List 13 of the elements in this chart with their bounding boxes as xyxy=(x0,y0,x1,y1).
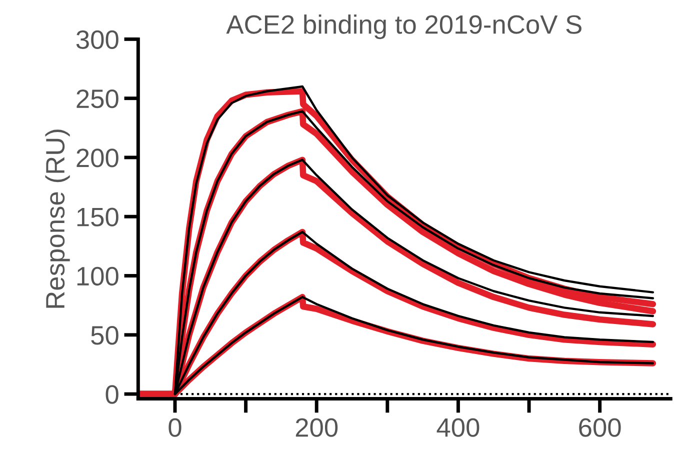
x-tick-label: 0 xyxy=(168,418,182,437)
y-tick-label: 250 xyxy=(76,89,118,108)
y-tick-label: 100 xyxy=(77,266,118,286)
y-tick-label: 50 xyxy=(91,326,118,345)
x-tick-label: 600 xyxy=(579,418,621,437)
y-tick-label: 0 xyxy=(106,385,118,404)
chart-title: ACE2 binding to 2019-nCoV S xyxy=(226,14,582,40)
x-tick-label: 400 xyxy=(436,418,480,437)
y-tick-label: 300 xyxy=(76,30,118,50)
y-axis-title: Response (RU) xyxy=(45,130,70,308)
y-tick-label: 200 xyxy=(76,148,118,168)
x-tick-label: 200 xyxy=(296,418,338,437)
y-tick-label: 150 xyxy=(77,208,118,226)
